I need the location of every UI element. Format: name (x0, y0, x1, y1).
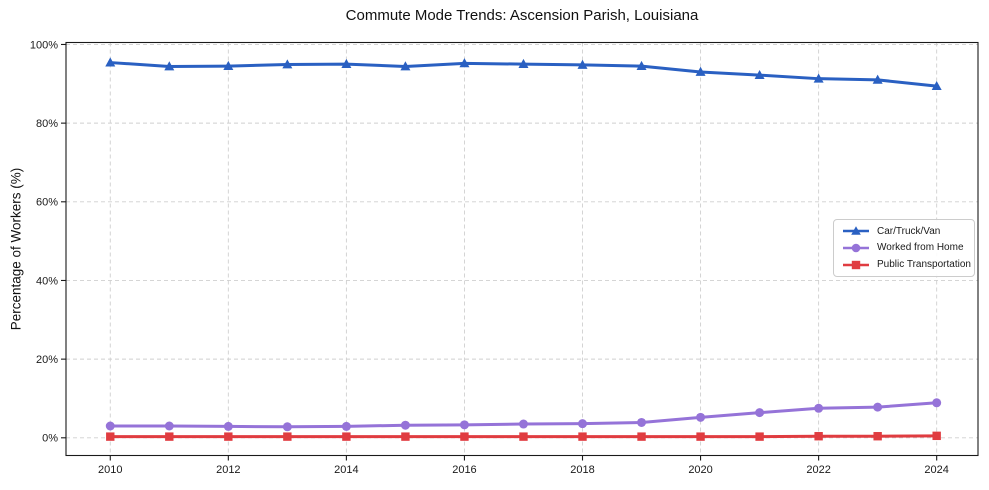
marker-2-2017 (519, 432, 528, 441)
x-tick-label-2012: 2012 (216, 464, 240, 476)
marker-0-2012 (223, 60, 234, 70)
marker-2-2018 (578, 432, 587, 441)
marker-0-2023 (872, 74, 883, 84)
marker-1-2018 (578, 419, 588, 429)
legend-label-worked-from-home: Worked from Home (877, 242, 964, 254)
marker-0-2010 (105, 57, 116, 67)
legend-label-car-truck-van: Car/Truck/Van (877, 225, 941, 237)
marker-2-2013 (283, 432, 292, 441)
y-tick-label-20: 20% (36, 354, 58, 366)
marker-1-2011 (164, 421, 174, 431)
x-tick-label-2010: 2010 (98, 464, 122, 476)
marker-0-2024 (931, 80, 942, 91)
legend: Car/Truck/Van Worked from Home Public Tr… (833, 219, 975, 277)
marker-0-2019 (636, 60, 647, 70)
marker-1-2019 (637, 417, 647, 427)
marker-1-2016 (459, 420, 469, 430)
marker-1-2014 (341, 421, 351, 431)
marker-2-2016 (460, 432, 469, 441)
marker-2-2023 (873, 432, 882, 441)
marker-2-2019 (637, 432, 646, 441)
legend-line-square-icon (843, 260, 869, 269)
chart-title: Commute Mode Trends: Ascension Parish, L… (345, 7, 699, 24)
x-tick-label-2020: 2020 (688, 464, 712, 476)
y-axis-label: Percentage of Workers (%) (8, 167, 24, 331)
marker-1-2015 (400, 420, 410, 430)
marker-2-2011 (165, 432, 174, 441)
x-tick-label-2018: 2018 (570, 464, 594, 476)
legend-line-circle-icon (843, 243, 869, 253)
y-tick-label-60: 60% (36, 197, 58, 209)
marker-2-2021 (755, 432, 764, 441)
marker-0-2020 (695, 66, 706, 76)
x-tick-label-2014: 2014 (334, 464, 358, 476)
marker-1-2021 (755, 408, 765, 418)
marker-0-2017 (518, 58, 529, 69)
marker-1-2017 (518, 419, 528, 429)
y-tick-label-100: 100% (30, 39, 58, 51)
marker-2-2022 (814, 432, 823, 441)
x-tick-label-2024: 2024 (924, 464, 948, 476)
marker-1-2013 (282, 422, 292, 432)
y-tick-label-0: 0% (42, 433, 58, 445)
marker-1-2024 (932, 398, 942, 408)
marker-0-2022 (813, 73, 824, 83)
marker-0-2013 (282, 59, 293, 69)
legend-item-public-transportation: Public Transportation (841, 259, 971, 271)
axes-box (65, 41, 979, 457)
legend-line-triangle-icon (843, 226, 869, 236)
marker-1-2023 (873, 402, 883, 412)
marker-2-2010 (106, 432, 115, 441)
marker-2-2020 (696, 432, 705, 441)
marker-2-2024 (932, 431, 941, 441)
marker-0-2021 (754, 69, 765, 80)
marker-2-2015 (401, 432, 410, 441)
marker-1-2010 (105, 421, 115, 431)
marker-0-2014 (341, 58, 352, 69)
marker-1-2022 (814, 403, 824, 413)
marker-2-2014 (342, 432, 351, 441)
legend-item-car-truck-van: Car/Truck/Van (841, 225, 967, 237)
marker-2-2012 (224, 432, 233, 441)
marker-0-2015 (400, 61, 411, 71)
marker-1-2012 (223, 421, 233, 431)
y-tick-label-80: 80% (36, 118, 58, 130)
legend-label-public-transportation: Public Transportation (877, 259, 971, 271)
x-tick-label-2022: 2022 (806, 464, 830, 476)
legend-item-worked-from-home: Worked from Home (841, 242, 967, 254)
marker-1-2020 (696, 412, 706, 422)
x-tick-label-2016: 2016 (452, 464, 476, 476)
marker-0-2016 (459, 58, 470, 68)
y-tick-label-40: 40% (36, 275, 58, 287)
marker-0-2018 (577, 59, 588, 69)
marker-0-2011 (164, 61, 175, 71)
